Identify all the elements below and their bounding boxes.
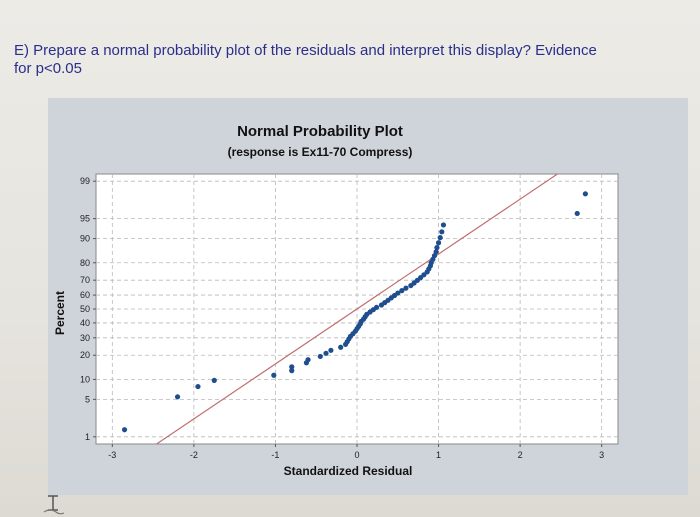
question-line-2: for p<0.05 [14, 60, 82, 77]
y-tick-label: 30 [80, 333, 90, 343]
chart-subtitle: (response is Ex11-70 Compress) [228, 145, 413, 159]
x-tick-label: 3 [599, 450, 604, 460]
chart-title: Normal Probability Plot [237, 123, 403, 140]
data-point [431, 253, 438, 259]
data-point [437, 235, 443, 241]
data-point [439, 229, 445, 235]
y-tick-label: 5 [85, 394, 90, 404]
data-point [271, 372, 277, 378]
data-point [435, 240, 442, 246]
x-axis-ticks: -3 -2 -1 0 1 2 3 [108, 444, 604, 460]
y-tick-label: 10 [80, 374, 90, 384]
y-axis-label: Percent [53, 291, 67, 335]
x-tick-label: -3 [108, 450, 116, 460]
question-line-1: E) Prepare a normal probability plot of … [14, 42, 597, 59]
normal-probability-plot: Normal Probability Plot (response is Ex1… [53, 123, 619, 478]
y-tick-label: 80 [80, 258, 90, 268]
data-point [121, 427, 128, 433]
data-point [574, 210, 580, 217]
fit-line [156, 173, 558, 445]
y-axis-ticks: 1 5 10 20 30 40 50 60 70 80 90 95 99 [80, 176, 96, 442]
grid-lines [96, 174, 618, 444]
data-point [174, 394, 181, 400]
x-tick-label: 2 [518, 450, 523, 460]
data-point [399, 288, 405, 294]
text-cursor-icon [43, 495, 65, 515]
y-tick-label: 90 [80, 234, 90, 244]
data-point [338, 344, 344, 350]
data-point [440, 222, 447, 228]
data-point [211, 377, 217, 383]
data-point [395, 290, 401, 296]
data-point [305, 357, 311, 363]
x-tick-label: -2 [190, 450, 198, 460]
y-tick-label: 40 [80, 318, 90, 328]
x-axis-label: Standardized Residual [284, 464, 413, 478]
data-points [121, 191, 588, 433]
x-tick-label: 0 [354, 450, 359, 460]
chart-panel: Normal Probability Plot (response is Ex1… [48, 98, 688, 495]
data-point [195, 383, 201, 390]
data-point [289, 364, 295, 370]
y-tick-label: 99 [80, 176, 90, 186]
y-tick-label: 60 [80, 290, 90, 300]
y-tick-label: 1 [85, 432, 90, 442]
data-point [582, 191, 588, 197]
fit-line-group [156, 173, 558, 445]
question-text: E) Prepare a normal probability plot of … [14, 42, 684, 78]
x-tick-label: 1 [436, 450, 441, 460]
data-point [433, 249, 439, 255]
data-point [373, 304, 380, 310]
y-tick-label: 20 [80, 350, 90, 360]
data-point [289, 368, 295, 374]
data-point [317, 353, 323, 360]
x-tick-label: -1 [271, 450, 279, 460]
data-point [328, 347, 334, 353]
data-point [434, 245, 440, 251]
y-tick-label: 95 [80, 214, 90, 224]
data-point [323, 350, 329, 356]
y-tick-label: 50 [80, 304, 90, 314]
y-tick-label: 70 [80, 275, 90, 285]
data-point [403, 285, 409, 291]
